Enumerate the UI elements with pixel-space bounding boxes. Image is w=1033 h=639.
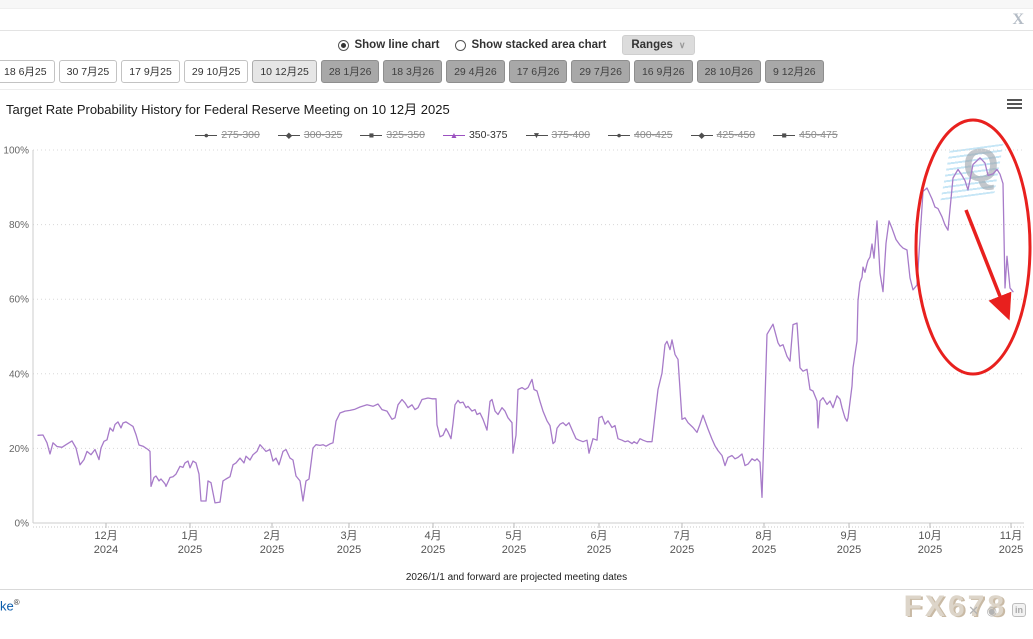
legend-item-325-350[interactable]: ■ 325-350: [360, 129, 425, 141]
svg-text:8月: 8月: [755, 530, 772, 542]
svg-text:2025: 2025: [260, 544, 284, 556]
legend-item-450-475[interactable]: ■ 450-475: [773, 129, 838, 141]
square-marker-icon: ■: [360, 130, 383, 141]
meeting-tab-29-10月25[interactable]: 29 10月25: [183, 59, 249, 83]
partial-logo: ke®: [0, 598, 20, 614]
svg-text:3月: 3月: [340, 530, 357, 542]
radio-selected-icon: [338, 39, 350, 51]
legend-label: 300-325: [303, 129, 343, 141]
square-marker-icon: ■: [773, 130, 796, 141]
legend-item-275-300[interactable]: ● 275-300: [195, 129, 260, 141]
triangle-down-marker-icon: ▼: [525, 130, 548, 141]
chart-legend: ● 275-300 ◆ 300-325 ■ 325-350 ▲ 350-375 ▼ 375-400…: [0, 129, 1033, 141]
meeting-tab-17-6月26[interactable]: 17 6月26: [508, 59, 568, 83]
chart-panel: Target Rate Probability History for Fede…: [0, 89, 1033, 589]
legend-label: 375-400: [551, 129, 591, 141]
svg-text:12月: 12月: [94, 530, 117, 542]
svg-text:60%: 60%: [9, 295, 29, 306]
meeting-tab-17-9月25[interactable]: 17 9月25: [121, 59, 180, 83]
legend-item-400-425[interactable]: ● 400-425: [608, 129, 673, 141]
chart-controls: Show line chart Show stacked area chart …: [0, 31, 1033, 59]
chart-footnote: 2026/1/1 and forward are projected meeti…: [405, 572, 628, 583]
meeting-tab-18-3月26[interactable]: 18 3月26: [383, 59, 443, 83]
x-social-icon: ✕: [968, 603, 979, 618]
meeting-tab-30-7月25[interactable]: 30 7月25: [58, 59, 118, 83]
triangle-up-marker-icon: ▲: [442, 130, 465, 141]
radio-show-line-chart[interactable]: Show line chart: [338, 39, 439, 51]
radio-line-label: Show line chart: [354, 39, 440, 51]
svg-text:80%: 80%: [9, 220, 29, 231]
dialog-header: X: [0, 9, 1033, 31]
svg-text:2月: 2月: [263, 530, 280, 542]
svg-text:100%: 100%: [3, 146, 29, 157]
svg-text:2025: 2025: [502, 544, 526, 556]
meeting-tab-9-12月26[interactable]: 9 12月26: [765, 59, 824, 83]
svg-text:2025: 2025: [837, 544, 861, 556]
page-footer: ke® FX678 ✕ ◉ in: [0, 589, 1033, 635]
linkedin-icon: in: [1012, 603, 1026, 617]
legend-label: 275-300: [221, 129, 260, 141]
svg-text:5月: 5月: [505, 530, 522, 542]
svg-text:0%: 0%: [15, 519, 30, 530]
svg-text:2025: 2025: [918, 544, 942, 556]
meeting-tab-28-10月26[interactable]: 28 10月26: [696, 59, 762, 83]
diamond-marker-icon: ◆: [690, 130, 713, 141]
meeting-tab-28-1月26[interactable]: 28 1月26: [320, 59, 380, 83]
svg-text:2024: 2024: [94, 544, 118, 556]
svg-text:11月: 11月: [1000, 530, 1022, 542]
meeting-tab-29-7月26[interactable]: 29 7月26: [571, 59, 630, 83]
ranges-dropdown[interactable]: Ranges ∨: [622, 35, 695, 55]
radio-area-label: Show stacked area chart: [471, 39, 607, 51]
close-icon[interactable]: X: [1012, 11, 1024, 28]
svg-text:2025: 2025: [178, 544, 202, 556]
svg-text:2025: 2025: [752, 544, 776, 556]
legend-label: 400-425: [634, 129, 673, 141]
svg-text:2025: 2025: [670, 544, 694, 556]
svg-text:40%: 40%: [9, 369, 29, 380]
legend-item-425-450[interactable]: ◆ 425-450: [690, 129, 756, 141]
svg-text:4月: 4月: [424, 530, 441, 542]
svg-text:1月: 1月: [181, 530, 198, 542]
circle-marker-icon: ●: [195, 130, 218, 141]
svg-text:2025: 2025: [999, 544, 1023, 556]
legend-item-300-325[interactable]: ◆ 300-325: [277, 129, 343, 141]
legend-label: 425-450: [716, 129, 756, 141]
legend-label: 350-375: [468, 129, 508, 141]
legend-item-350-375[interactable]: ▲ 350-375: [442, 129, 508, 141]
meeting-tab-10-12月25[interactable]: 10 12月25: [252, 59, 317, 83]
top-strip: [0, 0, 1033, 9]
fx678-watermark: FX678: [903, 590, 1007, 623]
meeting-tabs: 18 6月25 30 7月25 17 9月25 29 10月25 10 12月25 28 …: [0, 59, 1033, 89]
chevron-down-icon: ∨: [678, 39, 686, 50]
circle-marker-icon: ●: [608, 130, 631, 141]
svg-text:7月: 7月: [673, 530, 690, 542]
meeting-tab-29-4月26[interactable]: 29 4月26: [446, 59, 505, 83]
q-watermark: Q: [963, 139, 999, 191]
chart-title: Target Rate Probability History for Fede…: [6, 102, 450, 117]
radio-unselected-icon: [455, 39, 467, 51]
hamburger-menu-icon[interactable]: [1007, 99, 1022, 111]
meeting-tab-16-9月26[interactable]: 16 9月26: [633, 59, 693, 83]
legend-item-375-400[interactable]: ▼ 375-400: [525, 129, 591, 141]
svg-text:10月: 10月: [918, 530, 941, 542]
svg-text:20%: 20%: [9, 444, 29, 455]
meeting-tab-18-6月25[interactable]: 18 6月25: [0, 59, 55, 83]
legend-label: 450-475: [799, 129, 838, 141]
diamond-marker-icon: ◆: [277, 130, 300, 141]
svg-text:2025: 2025: [337, 544, 361, 556]
camera-icon: ◉: [986, 604, 997, 618]
legend-label: 325-350: [386, 129, 425, 141]
probability-line-chart[interactable]: 0% 20% 40% 60% 80% 100% 12月 2024 1月 2025 2月 2025 3月 2…: [0, 90, 1033, 590]
ranges-label: Ranges: [631, 39, 673, 51]
svg-text:6月: 6月: [590, 530, 607, 542]
radio-show-stacked-area-chart[interactable]: Show stacked area chart: [455, 39, 606, 51]
svg-text:9月: 9月: [840, 530, 857, 542]
svg-text:2025: 2025: [421, 544, 445, 556]
svg-text:2025: 2025: [587, 544, 611, 556]
